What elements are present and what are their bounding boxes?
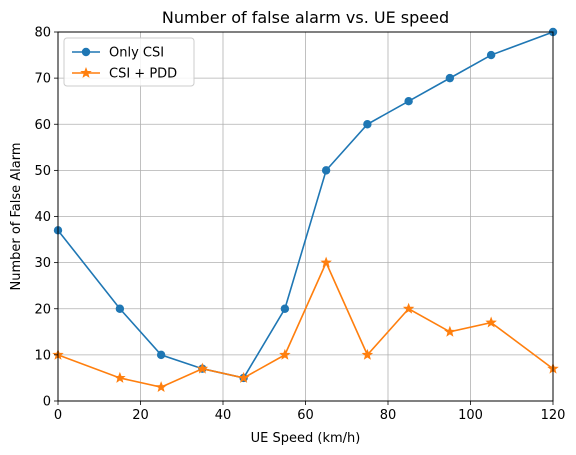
legend-label: Only CSI <box>109 46 164 61</box>
data-point <box>114 371 126 383</box>
x-tick-label: 20 <box>132 408 149 423</box>
x-tick-label: 60 <box>297 408 314 423</box>
x-tick-label: 120 <box>541 408 566 423</box>
y-tick-label: 20 <box>34 302 51 317</box>
y-tick-label: 10 <box>34 348 51 363</box>
data-point <box>279 348 291 360</box>
series-line <box>57 260 554 388</box>
axis-ticks: 0 20 40 60 80 100 120 0 10 20 30 40 50 60 70 80 <box>34 26 565 424</box>
x-tick-label: 80 <box>380 408 397 423</box>
data-point <box>444 325 456 337</box>
data-point <box>404 96 413 106</box>
y-tick-label: 70 <box>34 72 51 87</box>
grid-lines <box>57 31 554 402</box>
data-point <box>196 362 209 374</box>
data-point <box>280 304 290 313</box>
series-only-csi <box>53 27 558 383</box>
legend-item: CSI + PDD <box>72 67 177 82</box>
legend-item: Only CSI <box>72 46 164 61</box>
legend-marker <box>81 47 91 57</box>
x-tick-label: 100 <box>458 408 483 423</box>
data-point <box>402 302 415 314</box>
data-point <box>485 316 497 328</box>
legend: Only CSI CSI + PDD <box>63 37 195 87</box>
data-point <box>115 304 125 313</box>
y-tick-label: 80 <box>34 26 51 41</box>
legend-box <box>63 37 195 87</box>
y-axis-label: Number of False Alarm <box>9 142 24 290</box>
data-point <box>155 381 167 393</box>
data-point <box>321 166 331 175</box>
y-tick-label: 40 <box>34 210 51 225</box>
data-point <box>237 371 250 383</box>
chart-title: Number of false alarm vs. UE speed <box>162 8 449 27</box>
x-axis-label: UE Speed (km/h) <box>251 431 361 446</box>
data-point <box>445 73 455 83</box>
y-tick-label: 60 <box>34 118 51 133</box>
data-point <box>486 50 496 60</box>
data-point <box>156 350 166 360</box>
y-tick-label: 50 <box>34 164 51 179</box>
legend-marker <box>80 66 92 78</box>
data-point <box>320 256 332 268</box>
x-tick-label: 0 <box>54 408 62 423</box>
series-layer <box>52 27 559 393</box>
y-tick-label: 0 <box>43 395 51 410</box>
x-tick-label: 40 <box>215 408 232 423</box>
legend-label: CSI + PDD <box>109 67 177 82</box>
data-point <box>361 348 374 360</box>
series-line <box>57 31 554 379</box>
y-tick-label: 30 <box>34 256 51 271</box>
data-point <box>363 120 372 129</box>
